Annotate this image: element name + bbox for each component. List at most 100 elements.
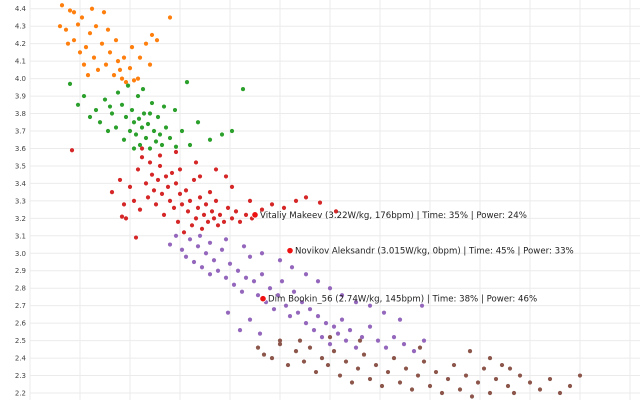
data-point xyxy=(211,216,217,221)
data-point xyxy=(71,10,77,15)
data-point xyxy=(467,348,473,354)
data-point xyxy=(397,317,403,322)
data-point xyxy=(197,195,203,200)
data-point xyxy=(267,286,273,291)
data-point xyxy=(59,3,65,8)
data-point xyxy=(255,293,261,298)
data-point xyxy=(211,258,217,263)
data-point xyxy=(141,111,147,116)
data-point xyxy=(359,335,365,340)
data-point xyxy=(213,198,219,203)
data-point xyxy=(319,355,325,361)
data-point xyxy=(125,83,131,88)
data-points xyxy=(57,3,583,399)
data-point xyxy=(275,293,281,298)
data-point xyxy=(313,369,319,375)
data-point xyxy=(291,289,297,294)
data-point xyxy=(101,10,107,15)
data-point xyxy=(117,177,123,183)
data-point xyxy=(289,265,295,270)
data-point xyxy=(173,149,179,155)
data-point xyxy=(153,139,159,144)
data-point xyxy=(295,310,301,315)
data-point xyxy=(131,198,137,203)
data-point xyxy=(157,132,163,137)
y-tick-label: 3.3 xyxy=(15,197,26,205)
data-point xyxy=(181,230,187,235)
data-point xyxy=(129,107,135,113)
y-tick-label: 2.2 xyxy=(15,390,26,398)
data-point xyxy=(87,114,93,120)
data-point xyxy=(499,362,505,368)
data-point xyxy=(133,132,139,137)
data-point xyxy=(225,310,231,315)
data-point xyxy=(307,345,313,350)
data-point xyxy=(303,272,309,277)
data-point xyxy=(149,32,155,38)
data-point xyxy=(231,282,237,287)
data-point xyxy=(102,97,108,102)
data-point xyxy=(105,128,111,134)
data-point xyxy=(85,73,91,78)
data-point xyxy=(259,207,265,212)
data-point xyxy=(107,50,113,55)
data-point xyxy=(81,62,87,67)
y-tick-label: 4.0 xyxy=(15,75,26,83)
data-point xyxy=(339,293,345,298)
data-point xyxy=(151,188,157,193)
data-point xyxy=(373,362,379,368)
data-point xyxy=(147,62,153,67)
y-tick-label: 2.7 xyxy=(15,302,26,310)
data-point xyxy=(67,81,73,86)
y-tick-label: 2.8 xyxy=(15,285,26,293)
data-point xyxy=(105,27,111,32)
data-point xyxy=(445,376,451,382)
data-point xyxy=(147,160,153,165)
data-point xyxy=(205,219,211,224)
y-tick-label: 4.4 xyxy=(15,5,27,13)
data-point xyxy=(75,22,81,27)
data-point xyxy=(419,303,425,308)
data-point xyxy=(77,50,83,55)
data-point xyxy=(93,107,99,113)
data-point xyxy=(397,380,403,385)
data-point xyxy=(179,128,185,134)
data-point xyxy=(117,67,123,72)
data-point xyxy=(145,121,151,127)
data-point xyxy=(155,114,161,120)
data-point xyxy=(149,100,155,106)
data-point xyxy=(159,142,165,148)
data-point xyxy=(547,376,553,382)
data-point xyxy=(335,331,341,336)
data-point xyxy=(347,328,353,333)
y-tick-label: 3.2 xyxy=(15,215,26,223)
data-point xyxy=(151,128,157,134)
data-point xyxy=(167,242,173,247)
highlight-point xyxy=(286,247,294,255)
y-tick-label: 4.3 xyxy=(15,23,26,31)
data-point xyxy=(183,254,189,259)
data-point xyxy=(259,272,265,277)
data-point xyxy=(247,198,253,203)
data-point xyxy=(121,202,127,207)
data-point xyxy=(223,275,229,280)
data-point xyxy=(327,342,333,347)
data-point xyxy=(139,155,145,160)
data-point xyxy=(487,355,493,361)
data-point xyxy=(123,216,129,221)
data-point xyxy=(237,219,243,224)
data-point xyxy=(129,45,135,50)
data-point xyxy=(223,174,229,179)
data-point xyxy=(401,342,407,347)
data-point xyxy=(303,195,309,200)
data-point xyxy=(97,120,103,125)
data-point xyxy=(119,214,125,219)
data-point xyxy=(127,184,133,189)
data-point xyxy=(179,247,185,252)
data-point xyxy=(115,59,121,64)
data-point xyxy=(277,338,283,343)
data-point xyxy=(127,66,133,71)
data-point xyxy=(81,93,87,99)
data-point xyxy=(269,355,275,361)
data-point xyxy=(109,111,115,116)
